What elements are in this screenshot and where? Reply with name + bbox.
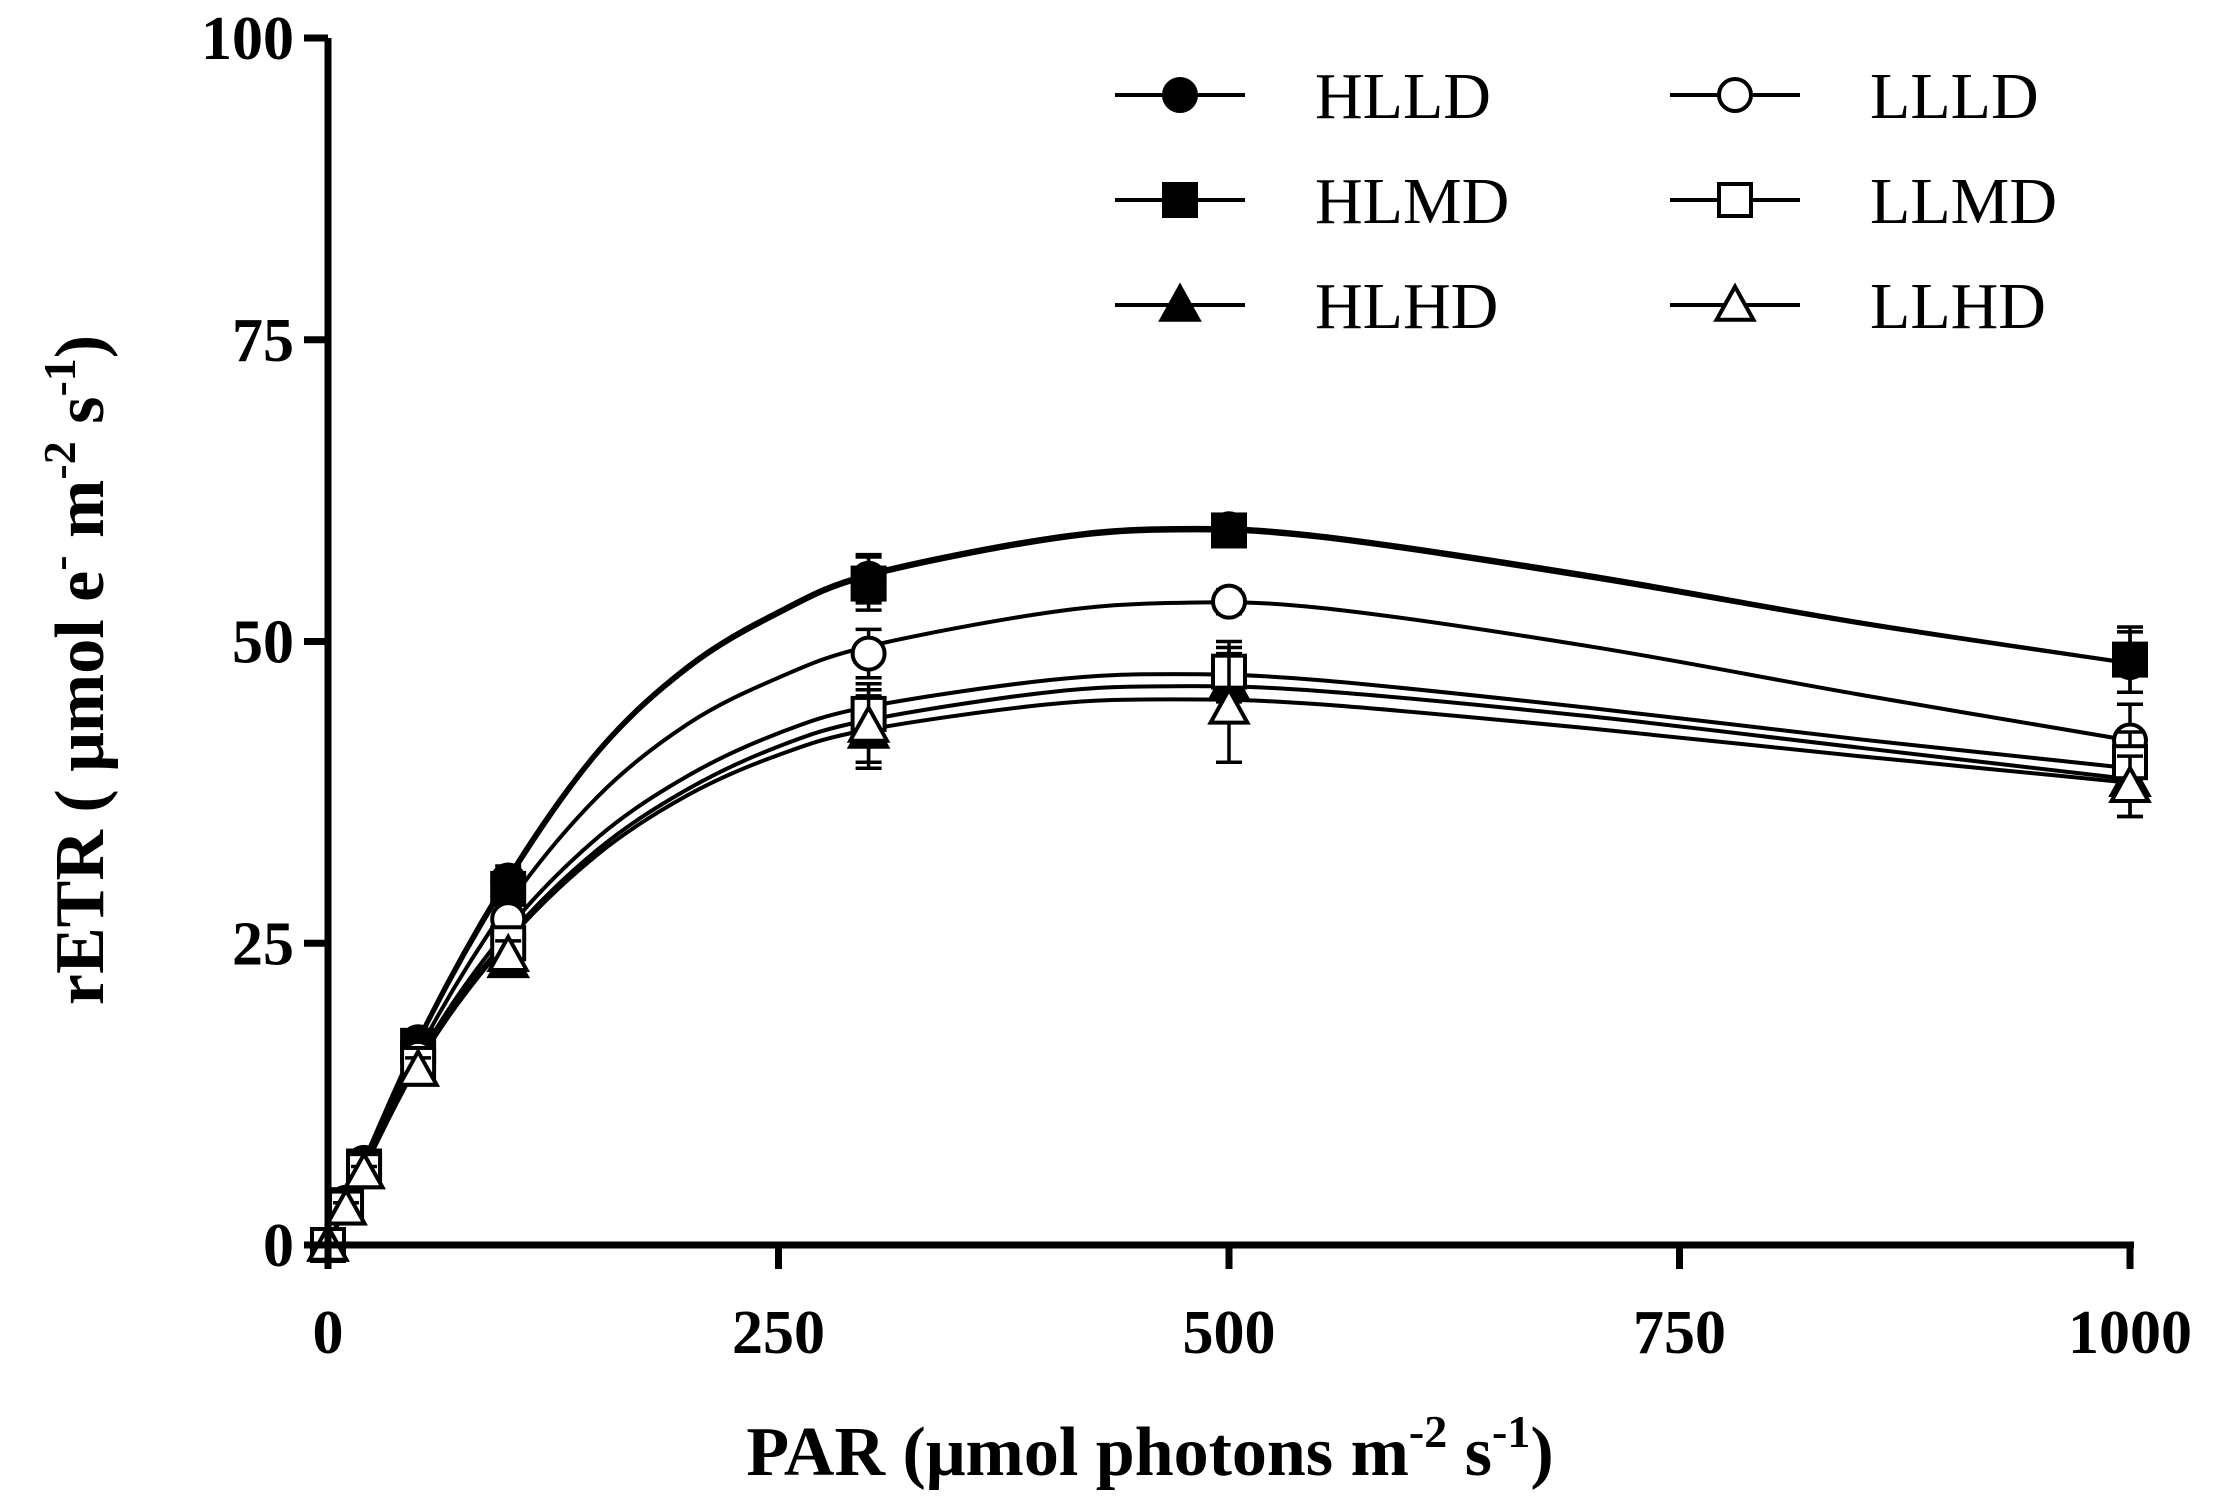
legend-marker xyxy=(1162,182,1198,218)
data-point xyxy=(2108,763,2152,804)
legend-entry-llld: LLLD xyxy=(1670,60,2039,133)
legend-label: HLLD xyxy=(1315,60,1491,133)
data-point xyxy=(1207,685,1251,725)
data-point xyxy=(846,703,891,743)
legend-label: LLMD xyxy=(1870,165,2057,238)
legend-label: LLLD xyxy=(1870,60,2039,133)
curve-hlhd xyxy=(326,684,2131,1246)
x-tick-label: 0 xyxy=(313,1299,344,1367)
y-tick-label: 0 xyxy=(263,1212,294,1280)
curve-hlmd xyxy=(326,528,2131,1246)
legend-label: HLHD xyxy=(1315,270,1498,343)
x-axis-title: PAR (μmol photons m-2 s-1) xyxy=(746,1406,1553,1491)
data-point xyxy=(850,565,887,602)
legend-entry-hlld: HLLD xyxy=(1115,60,1491,133)
curve-llhd xyxy=(326,697,2131,1246)
series-llhd xyxy=(306,651,2152,1262)
y-tick-label: 25 xyxy=(232,910,294,978)
y-tick-label: 75 xyxy=(232,307,294,375)
legend-marker xyxy=(1717,77,1753,113)
data-point xyxy=(342,1150,386,1190)
x-tick-label: 750 xyxy=(1633,1299,1726,1367)
x-tick-label: 500 xyxy=(1183,1299,1276,1367)
x-tick-label: 250 xyxy=(732,1299,825,1367)
data-point xyxy=(490,870,527,907)
data-point xyxy=(396,1047,440,1087)
legend-label: LLHD xyxy=(1870,270,2046,343)
legend-marker xyxy=(1158,282,1202,322)
data-point xyxy=(1211,512,1247,549)
legend-entry-hlhd: HLHD xyxy=(1115,270,1498,343)
plot-area xyxy=(306,511,2152,1263)
legend: HLLD HLMD HLHD LLLD LLMD LLHD xyxy=(1115,60,2057,343)
legend-marker xyxy=(1717,182,1753,218)
legend-entry-llhd: LLHD xyxy=(1670,270,2046,343)
data-point xyxy=(2112,641,2148,678)
data-point xyxy=(850,635,887,672)
legend-marker xyxy=(1713,282,1757,322)
data-point xyxy=(486,932,530,973)
y-tick-label: 50 xyxy=(232,609,294,677)
data-point xyxy=(324,1186,368,1226)
legend-marker xyxy=(1162,77,1198,113)
x-tick-label: 1000 xyxy=(2068,1299,2192,1367)
legend-entry-llmd: LLMD xyxy=(1670,165,2057,238)
legend-entry-hlmd: HLMD xyxy=(1115,165,1509,238)
y-tick-label: 100 xyxy=(201,5,294,73)
y-axis-title: rETR ( μmol e- m-2 s-1) xyxy=(34,335,119,1005)
legend-label: HLMD xyxy=(1315,165,1509,238)
curve-hlld xyxy=(326,525,2131,1246)
data-point xyxy=(1211,583,1247,620)
